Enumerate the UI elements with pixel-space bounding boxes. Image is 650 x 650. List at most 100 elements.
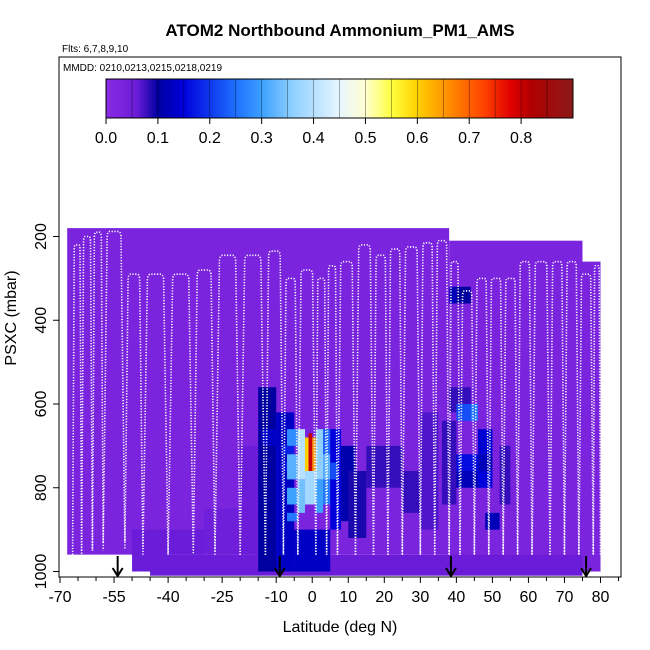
x-axis: -70 -55 -40 -25 -10 0 10 20 30 40 50 60 70 80 [48, 576, 621, 606]
flight-profile [354, 244, 375, 555]
heatmap-cell [132, 529, 169, 572]
flight-profile [401, 246, 422, 555]
flight-profile [336, 260, 357, 555]
colorbar-tick-label: 0.2 [199, 130, 221, 147]
flight-profile [459, 290, 476, 555]
flight-profile [433, 239, 450, 555]
heatmap-cell [204, 508, 241, 555]
y-tick-label: 1000 [33, 554, 50, 590]
flight-profile [592, 265, 602, 555]
heatmap-cell [315, 429, 324, 480]
heatmap-cell [305, 471, 316, 505]
heatmap-region [571, 261, 601, 572]
dates-label: MMDD: 0210,0213,0215,0218,0219 [63, 63, 222, 74]
x-tick-label: 60 [520, 589, 538, 606]
heatmap-region [150, 554, 583, 576]
heatmap-cell [261, 429, 277, 446]
y-axis-label: PSXC (mbar) [3, 270, 20, 365]
heatmap-cell [297, 429, 306, 480]
x-tick-label: -55 [102, 589, 125, 606]
chart-title: ATOM2 Northbound Ammonium_PM1_AMS [165, 21, 514, 40]
colorbar-tick-label: 0.6 [406, 130, 428, 147]
x-tick-label: 30 [411, 589, 429, 606]
heatmap-cell [477, 454, 493, 471]
y-tick-label: 200 [33, 223, 50, 250]
heatmap-cell [456, 454, 478, 471]
x-tick-label: 80 [592, 589, 610, 606]
heatmap-cell [287, 512, 298, 522]
flight-profile [282, 277, 299, 555]
y-tick-label: 600 [33, 391, 50, 418]
flight-profile [102, 230, 126, 543]
x-tick-label: -40 [157, 589, 180, 606]
flight-profile [372, 254, 389, 555]
flight-profile [563, 260, 580, 555]
heatmap-cell [330, 462, 338, 480]
flight-profile [487, 277, 505, 555]
heatmap-cell [287, 487, 298, 505]
x-tick-label: -10 [265, 589, 288, 606]
flight-profile [91, 231, 105, 551]
flight-profile [473, 277, 490, 555]
flight-profile [297, 269, 317, 555]
colorbar-tick-label: 0.1 [147, 130, 169, 147]
flight-profile [516, 260, 533, 555]
heatmap-cell [420, 412, 439, 530]
flight-profile [142, 273, 169, 555]
colorbar-tick-label: 0.7 [458, 130, 480, 147]
x-tick-label: -25 [211, 589, 234, 606]
flight-marker-arrow-head [445, 567, 457, 578]
heatmap-cell [499, 445, 511, 505]
heatmap-cell [470, 404, 478, 421]
heatmap-cell [294, 529, 331, 572]
flight-profile [502, 277, 519, 555]
heatmap-cell [477, 429, 493, 455]
x-tick-label: -70 [48, 589, 71, 606]
colorbar-tick-label: 0.5 [354, 130, 376, 147]
colorbar-tick-label: 0.0 [95, 130, 117, 147]
flight-profile [192, 269, 216, 551]
heatmap-cell [297, 479, 306, 513]
x-axis-label: Latitude (deg N) [283, 619, 398, 636]
heatmap-cell [348, 471, 367, 538]
flight-profile [239, 254, 267, 555]
flight-profile [531, 260, 551, 555]
flight-profile [80, 235, 94, 551]
flight-profile [549, 260, 566, 555]
heatmap-cell [456, 404, 471, 421]
heatmap-cell [308, 433, 313, 471]
heatmap-cell [287, 429, 298, 446]
colorbar-tick-label: 0.4 [302, 130, 324, 147]
heatmap-cell [323, 479, 331, 505]
heatmap-cell [240, 445, 259, 555]
heatmap-cell [168, 529, 205, 555]
colorbar-ticks: 0.0 0.1 0.2 0.3 0.4 0.5 0.6 0.7 0.8 [95, 79, 548, 147]
flight-profile [167, 273, 195, 555]
flights-label: Flts: 6,7,8,9,10 [62, 44, 129, 55]
y-axis: 200 400 600 800 1000 [33, 57, 60, 590]
flight-marker-arrow-head [580, 567, 592, 578]
flight-marker-arrow-head [273, 567, 286, 578]
heatmap-cell [456, 471, 478, 488]
heatmap-cell [258, 387, 277, 572]
flight-profile [315, 277, 328, 555]
x-tick-label: 70 [556, 589, 574, 606]
flight-profile-layer [71, 230, 602, 555]
heatmap-cell [287, 454, 298, 480]
heatmap-cell [312, 437, 316, 471]
y-tick-label: 800 [33, 474, 50, 501]
x-tick-label: 0 [308, 589, 317, 606]
flight-profile [387, 248, 404, 555]
flight-profile [71, 244, 83, 555]
colorbar: 0.0 0.1 0.2 0.3 0.4 0.5 0.6 0.7 0.8 [95, 78, 574, 147]
heatmap-cell [485, 512, 500, 530]
heatmap-cell [305, 437, 309, 471]
heatmap-cell [456, 286, 471, 304]
flight-profile [214, 254, 241, 555]
heatmap-cell [315, 479, 324, 513]
flight-profile [448, 260, 461, 555]
flight-profile [578, 273, 595, 555]
colorbar-tick-label: 0.3 [251, 130, 273, 147]
arrow-layer [111, 556, 592, 578]
